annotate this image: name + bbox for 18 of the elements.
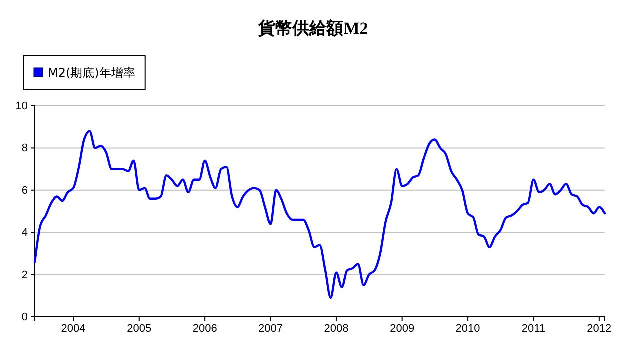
- line-series: [34, 130, 606, 300]
- x-tick-label: 2008: [324, 322, 349, 335]
- x-tick-label: 2011: [522, 322, 546, 335]
- y-tick-label: 0: [22, 312, 28, 324]
- y-tick-label: 4: [22, 227, 28, 240]
- chart-title: 貨幣供給額M2: [258, 19, 368, 38]
- x-tick-label: 2005: [127, 322, 152, 335]
- x-tick-label: 2006: [192, 322, 218, 335]
- x-tick-label: 2012: [587, 322, 612, 335]
- y-tick-label: 10: [16, 100, 28, 113]
- legend-label: M2(期底)年增率: [48, 66, 136, 80]
- y-tick-label: 8: [22, 142, 28, 155]
- x-tick-label: 2010: [456, 322, 480, 335]
- x-tick-label: 2007: [258, 322, 284, 335]
- y-tick-label: 6: [22, 184, 28, 197]
- x-tick-label: 2009: [390, 322, 415, 335]
- y-tick-label: 2: [22, 269, 28, 282]
- x-tick-label: 2004: [61, 322, 86, 335]
